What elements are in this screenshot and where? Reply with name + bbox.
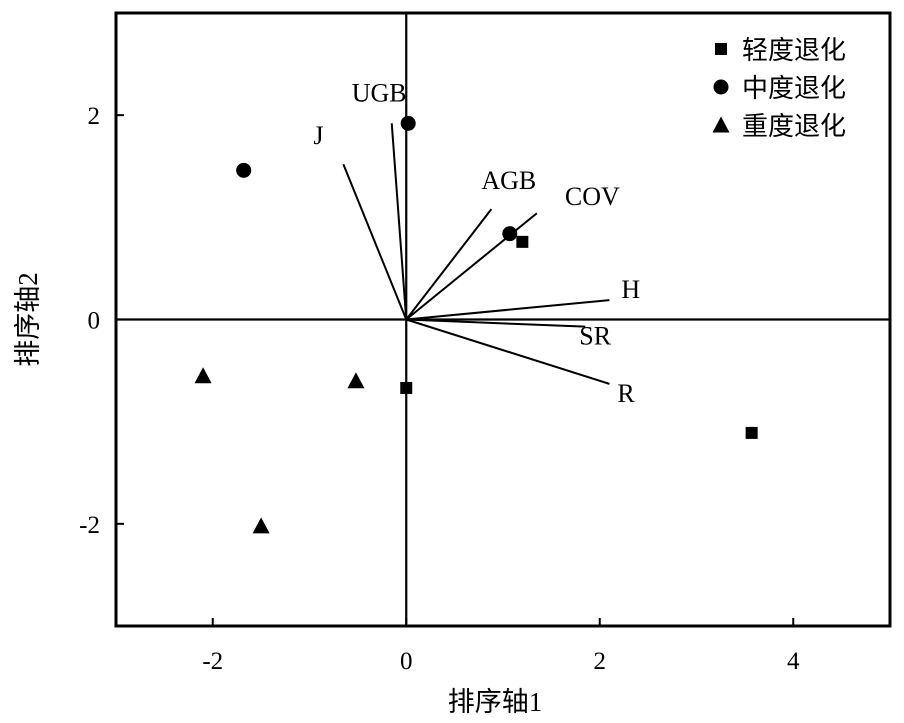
vector-cov <box>405 212 538 321</box>
point-circle <box>400 115 416 131</box>
y-tick-label: -2 <box>79 512 100 539</box>
point-square <box>400 381 413 394</box>
legend-marker-triangle <box>712 116 730 133</box>
point-circle <box>236 162 252 178</box>
vectors-layer: UGB J AGB COV H SRR <box>313 78 640 408</box>
legend-label: 中度退化 <box>742 74 846 103</box>
x-tick-label: 4 <box>787 648 800 675</box>
vector-j <box>342 163 408 320</box>
vector-agb <box>405 208 493 321</box>
point-triangle <box>252 517 270 534</box>
vector-ugb <box>390 123 408 320</box>
legend-marker-square <box>715 43 727 55</box>
points-layer <box>194 115 758 534</box>
point-square <box>745 426 758 439</box>
x-axis-title: 排序轴1 <box>448 687 543 717</box>
y-tick-label: 2 <box>88 103 101 130</box>
y-axis-title: 排序轴2 <box>13 272 43 367</box>
vector-label-cov: COV <box>565 182 620 211</box>
vector-label-h: H <box>621 275 640 304</box>
x-tick-label: -2 <box>202 648 223 675</box>
vector-h <box>406 299 610 321</box>
vector-label-j: J <box>313 121 323 150</box>
y-tick-label: 0 <box>88 308 101 335</box>
legend-label: 轻度退化 <box>742 36 846 65</box>
vector-sr <box>406 318 586 328</box>
axes-layer: -2 0 2 4 2 0 -2 排序轴1 排序轴2 <box>13 11 892 717</box>
point-triangle <box>347 372 365 389</box>
vector-label-sr: SR <box>579 322 611 351</box>
vector-r <box>405 318 610 385</box>
legend-label: 重度退化 <box>742 112 846 141</box>
x-tick-label: 2 <box>594 648 607 675</box>
point-triangle <box>194 367 212 384</box>
vector-label-r: R <box>617 379 635 408</box>
vector-label-ugb: UGB <box>352 78 407 107</box>
x-tick-label: 0 <box>400 648 413 675</box>
point-square <box>516 235 529 248</box>
legend-marker-circle <box>713 79 729 95</box>
point-circle <box>502 226 518 242</box>
vector-label-agb: AGB <box>481 166 536 195</box>
